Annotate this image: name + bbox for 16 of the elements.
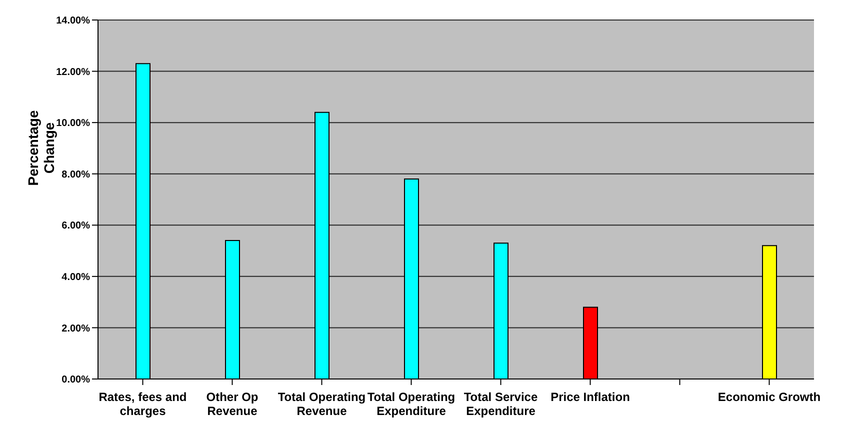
y-tick-label: 8.00% [62, 169, 90, 180]
x-tick-label: Total Operating Revenue [278, 390, 366, 418]
y-tick-label: 0.00% [62, 374, 90, 386]
y-tick-label: 6.00% [62, 220, 90, 232]
y-tick-label: 14.00% [56, 16, 90, 27]
x-tick-label: Price Inflation [550, 390, 630, 404]
x-tick-label: Total Service Expenditure [464, 390, 538, 418]
x-tick-label: Other Op Revenue [206, 390, 258, 418]
x-tick-label: Total Operating Expenditure [367, 390, 456, 418]
y-tick-label: 2.00% [62, 323, 90, 334]
x-tick-label: Economic Growth [718, 390, 821, 404]
x-tick-label: Rates, fees and charges [98, 390, 187, 418]
y-tick-label: 10.00% [56, 118, 90, 130]
y-tick-label: 4.00% [62, 272, 90, 283]
y-axis-title: Percentage Change [25, 110, 57, 186]
y-tick-label: 12.00% [56, 66, 90, 78]
